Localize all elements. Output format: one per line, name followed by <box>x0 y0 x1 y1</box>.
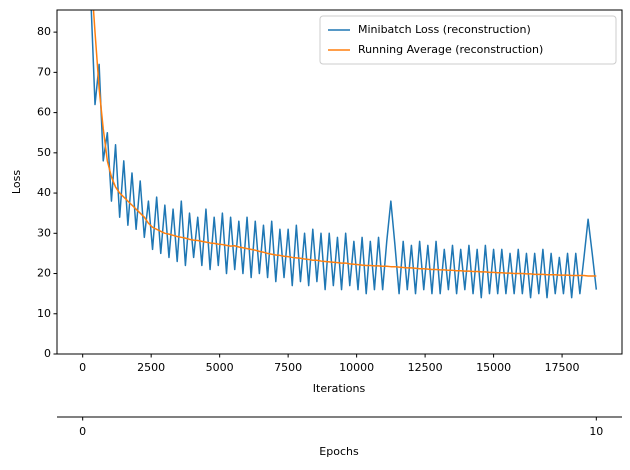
y-tick-label: 50 <box>37 146 51 159</box>
axes-frame <box>56 9 623 355</box>
y-tick-label: 80 <box>37 25 51 38</box>
y-tick-label: 30 <box>37 226 51 239</box>
x-tick-label: 17500 <box>545 361 580 374</box>
y-tick-label: 40 <box>37 186 51 199</box>
y-tick-label: 60 <box>37 106 51 119</box>
y-tick-label: 70 <box>37 65 51 78</box>
x-tick-label: 7500 <box>274 361 302 374</box>
legend-label: Minibatch Loss (reconstruction) <box>358 23 531 36</box>
line-series <box>92 10 597 277</box>
x2-tick-label: 10 <box>589 425 603 438</box>
x-tick-label: 10000 <box>339 361 374 374</box>
y-tick-label: 20 <box>37 267 51 280</box>
legend: Minibatch Loss (reconstruction) Running A… <box>319 15 617 65</box>
y-tick-label: 10 <box>37 307 51 320</box>
plot-area <box>90 10 598 299</box>
x-tick-label: 5000 <box>206 361 234 374</box>
x-tick-label: 0 <box>79 361 86 374</box>
x-tick-label: 12500 <box>408 361 443 374</box>
x-tick-label: 15000 <box>476 361 511 374</box>
x2-tick-label: 0 <box>79 425 86 438</box>
legend-label: Running Average (reconstruction) <box>358 43 543 56</box>
legend-box <box>319 15 617 65</box>
x-tick-label: 2500 <box>137 361 165 374</box>
y-tick-label: 0 <box>44 347 51 360</box>
x2-axis-label: Epochs <box>319 445 359 458</box>
x-axis-label: Iterations <box>313 382 366 395</box>
y-axis-label: Loss <box>10 170 23 194</box>
